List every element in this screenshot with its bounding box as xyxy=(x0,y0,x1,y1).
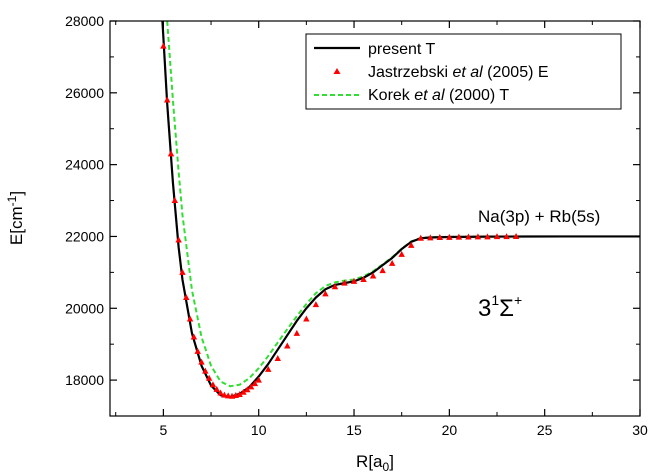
data-point-jastrzebski xyxy=(436,234,444,241)
data-point-jastrzebski xyxy=(322,290,329,297)
data-point-jastrzebski xyxy=(175,236,182,243)
data-point-jastrzebski xyxy=(244,386,251,393)
data-point-jastrzebski xyxy=(369,272,377,279)
data-point-jastrzebski xyxy=(190,333,198,340)
y-tick-label: 20000 xyxy=(65,300,104,316)
data-point-jastrzebski xyxy=(251,380,259,387)
legend-box xyxy=(305,33,622,110)
x-tick-label: 25 xyxy=(537,422,553,438)
data-point-jastrzebski xyxy=(202,367,209,374)
asymptote-annotation: Na(3p) + Rb(5s) xyxy=(478,207,600,226)
x-tick-label: 10 xyxy=(251,422,267,438)
x-axis-label: R[a0] xyxy=(356,452,394,472)
data-point-jastrzebski xyxy=(205,374,213,381)
data-point-jastrzebski xyxy=(179,268,186,275)
x-tick-label: 15 xyxy=(346,422,362,438)
data-point-jastrzebski xyxy=(236,390,243,397)
y-tick-label: 28000 xyxy=(65,13,104,29)
data-point-jastrzebski xyxy=(350,277,358,284)
data-point-jastrzebski xyxy=(171,197,179,204)
data-point-jastrzebski xyxy=(493,233,501,240)
legend-swatch-jastrzebski xyxy=(333,68,341,74)
data-point-jastrzebski xyxy=(379,267,386,274)
y-tick-label: 18000 xyxy=(65,372,104,388)
data-point-jastrzebski xyxy=(408,241,415,248)
data-point-jastrzebski xyxy=(194,347,201,354)
data-point-jastrzebski xyxy=(167,150,175,157)
legend-label-korek: Korek et al (2000) T xyxy=(368,87,509,104)
data-point-jastrzebski xyxy=(503,233,510,240)
data-point-jastrzebski xyxy=(221,391,228,398)
data-point-jastrzebski xyxy=(417,234,424,241)
x-tick-label: 30 xyxy=(632,422,648,438)
data-point-jastrzebski xyxy=(183,294,190,300)
legend-label-jastrzebski: Jastrzebski et al (2005) E xyxy=(368,64,549,81)
x-tick-label: 20 xyxy=(442,422,458,438)
data-point-jastrzebski xyxy=(512,232,520,239)
data-point-jastrzebski xyxy=(360,276,367,283)
data-point-jastrzebski xyxy=(341,279,348,286)
data-point-jastrzebski xyxy=(217,389,224,396)
data-point-jastrzebski xyxy=(312,301,320,308)
data-point-jastrzebski xyxy=(247,383,255,390)
data-point-jastrzebski xyxy=(225,392,232,399)
x-tick-label: 5 xyxy=(159,422,167,438)
data-point-jastrzebski xyxy=(198,358,205,365)
data-point-jastrzebski xyxy=(455,233,463,240)
data-point-jastrzebski xyxy=(186,315,194,322)
legend-label-present: present T xyxy=(368,41,436,58)
data-point-jastrzebski xyxy=(446,233,453,240)
data-point-jastrzebski xyxy=(284,342,291,349)
data-point-jastrzebski xyxy=(255,376,262,383)
y-tick-label: 24000 xyxy=(65,157,104,173)
data-point-jastrzebski xyxy=(274,355,281,362)
data-point-jastrzebski xyxy=(474,233,482,240)
data-point-jastrzebski xyxy=(465,233,472,240)
data-point-jastrzebski xyxy=(209,381,217,388)
data-point-jastrzebski xyxy=(484,233,491,240)
legend: present T Jastrzebski et al (2005) E Kor… xyxy=(305,33,622,110)
data-point-jastrzebski xyxy=(398,250,405,257)
data-point-jastrzebski xyxy=(265,365,272,372)
y-axis-label: E[cm-1] xyxy=(5,191,26,245)
plot-frame xyxy=(109,20,641,417)
data-point-jastrzebski xyxy=(427,234,434,241)
data-point-jastrzebski xyxy=(163,96,171,103)
data-point-jastrzebski xyxy=(388,259,396,266)
data-point-jastrzebski xyxy=(331,283,339,290)
data-point-jastrzebski xyxy=(160,42,167,49)
data-point-jastrzebski xyxy=(303,315,310,322)
state-annotation: 31Σ+ xyxy=(478,292,522,322)
data-point-jastrzebski xyxy=(293,329,301,336)
data-point-jastrzebski xyxy=(240,388,247,395)
y-tick-label: 26000 xyxy=(65,85,104,101)
data-point-jastrzebski xyxy=(213,385,220,392)
y-tick-label: 22000 xyxy=(65,228,104,244)
